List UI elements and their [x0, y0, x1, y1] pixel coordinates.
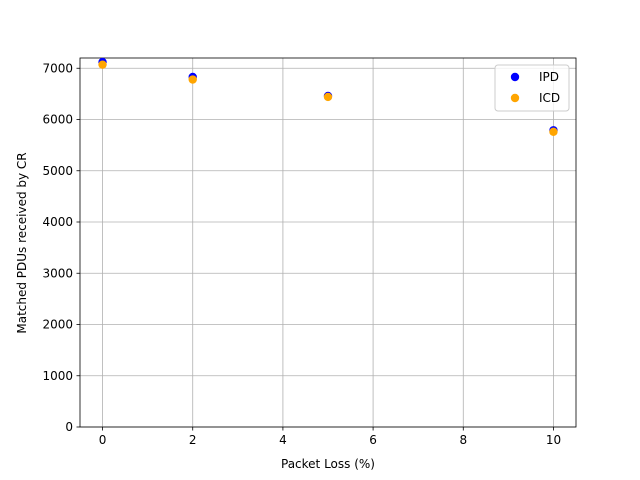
y-tick-label: 2000	[42, 318, 73, 332]
legend-label-icd: ICD	[539, 91, 560, 105]
data-points	[98, 57, 558, 136]
plot-frame	[79, 57, 577, 428]
x-tick-label: 0	[99, 433, 107, 447]
y-tick-label: 4000	[42, 215, 73, 229]
y-axis-label: Matched PDUs received by CR	[15, 152, 29, 333]
x-tick-label: 4	[279, 433, 287, 447]
legend: IPD ICD	[494, 64, 570, 112]
y-tick-label: 0	[65, 420, 73, 434]
x-tick-label: 10	[546, 433, 561, 447]
y-tick-label: 7000	[42, 61, 73, 75]
data-point-icd	[188, 75, 197, 84]
data-point-icd	[549, 127, 558, 136]
data-point-icd	[98, 60, 107, 69]
legend-marker-icd	[510, 93, 520, 103]
y-tick-label: 6000	[42, 113, 73, 127]
axes	[79, 57, 577, 428]
x-tick-label: 6	[369, 433, 377, 447]
data-point-icd	[323, 92, 333, 102]
grid-lines	[80, 58, 576, 428]
legend-label-ipd: IPD	[539, 70, 559, 84]
y-tick-label: 3000	[42, 266, 73, 280]
legend-marker-ipd	[510, 72, 520, 82]
x-tick-label: 8	[459, 433, 467, 447]
y-tick-label: 5000	[42, 164, 73, 178]
y-tick-label: 1000	[42, 369, 73, 383]
ticks: 0 2 4 6 8 10 0 1000 2000 3000 4000 5000 6000 7000	[42, 61, 561, 447]
x-axis-label: Packet Loss (%)	[281, 457, 375, 471]
x-tick-label: 2	[189, 433, 197, 447]
